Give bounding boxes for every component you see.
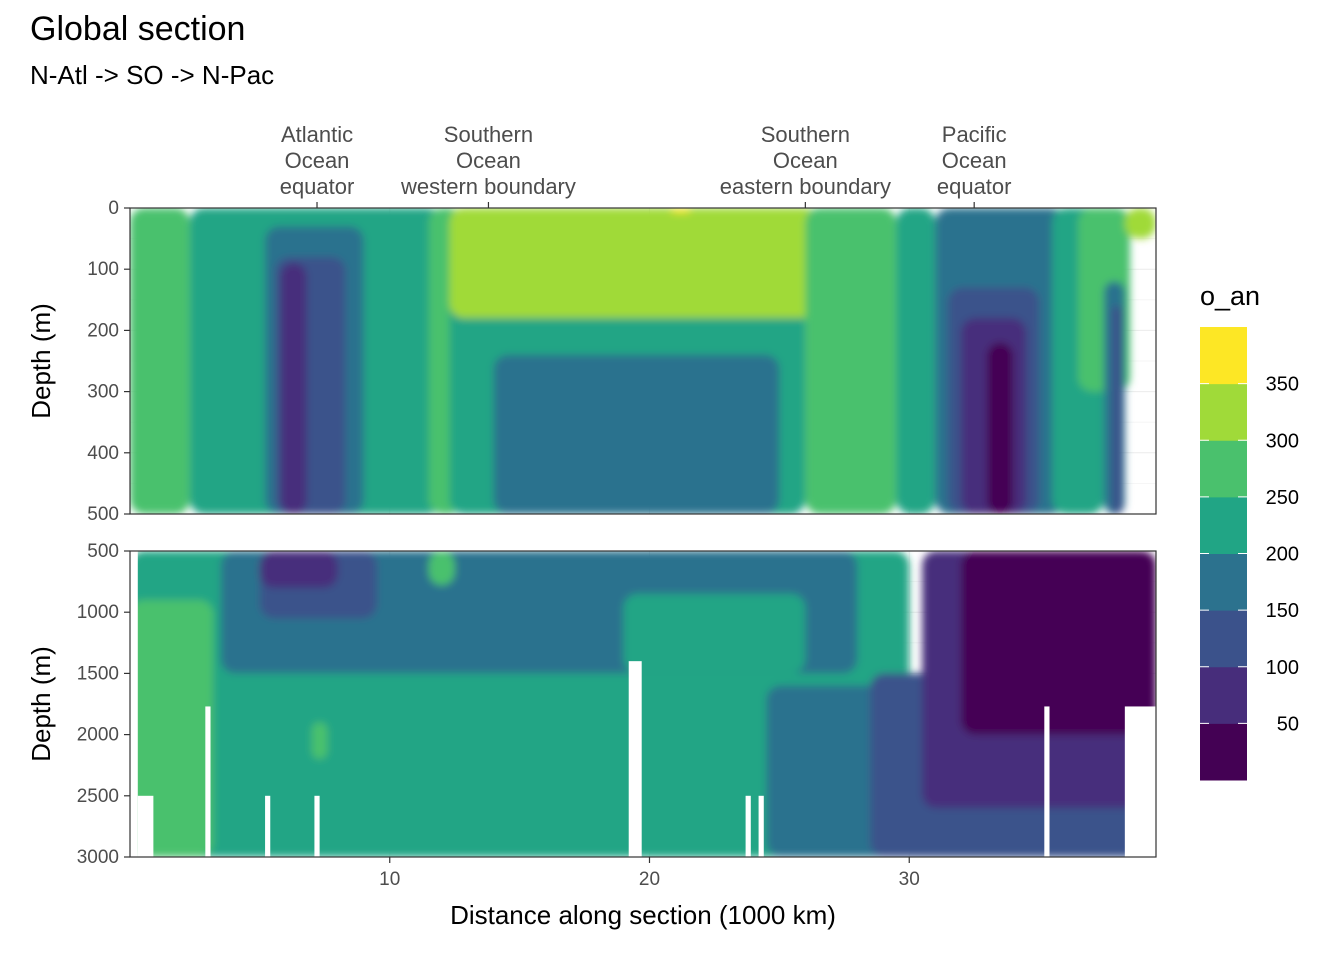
legend-swatch-100-150 bbox=[1200, 610, 1247, 668]
panel-upper: 0 100 200 300 400 500 bbox=[87, 198, 1157, 525]
no-data-area bbox=[1044, 706, 1050, 857]
legend-swatch-300-350 bbox=[1200, 383, 1247, 441]
no-data-area bbox=[205, 706, 211, 857]
x-tick-label: 20 bbox=[639, 869, 660, 890]
contour-layer bbox=[130, 208, 1156, 514]
legend-swatch-250-300 bbox=[1200, 440, 1247, 498]
y-tick-label: 1500 bbox=[77, 663, 119, 684]
section-label-line: Ocean bbox=[773, 148, 838, 173]
contour-band-250 bbox=[805, 208, 897, 514]
legend-swatch-350-400 bbox=[1200, 327, 1247, 385]
contour-band-300 bbox=[1124, 208, 1156, 239]
panel-upper-contours bbox=[130, 208, 1156, 514]
contour-band-150 bbox=[493, 354, 780, 514]
section-label-line: Pacific bbox=[942, 122, 1007, 147]
contour-band-200 bbox=[896, 208, 936, 514]
section-label-line: eastern boundary bbox=[720, 174, 891, 199]
contour-band-50 bbox=[280, 263, 307, 514]
legend-swatch-200-250 bbox=[1200, 496, 1247, 554]
y-tick-label: 400 bbox=[87, 443, 119, 464]
legend-swatch-50-100 bbox=[1200, 666, 1247, 724]
panel-upper-border bbox=[129, 207, 1157, 515]
contour-band-300 bbox=[449, 208, 819, 319]
contour-band-100 bbox=[1111, 305, 1123, 514]
x-axis-title: Distance along section (1000 km) bbox=[450, 900, 836, 930]
legend-swatch-150-200 bbox=[1200, 553, 1247, 611]
no-data-area bbox=[628, 661, 642, 857]
legend-tick-label: 100 bbox=[1266, 657, 1299, 679]
contour-band-350 bbox=[670, 208, 692, 213]
no-data-area bbox=[1124, 706, 1156, 857]
panel-lower-y-axis: 500 1000 1500 2000 2500 3000 bbox=[77, 541, 130, 868]
panel-lower-contours bbox=[130, 551, 1156, 857]
no-data-area bbox=[758, 795, 764, 857]
legend-tick-label: 250 bbox=[1266, 487, 1299, 509]
legend: o_an 50 100 150 200 250 300 350 bbox=[1200, 281, 1299, 781]
section-label-line: Southern bbox=[761, 122, 850, 147]
chart-title: Global section bbox=[30, 10, 245, 48]
chart-subtitle: N-Atl -> SO -> N-Pac bbox=[30, 60, 274, 90]
panel-lower: 500 1000 1500 2000 2500 3000 bbox=[77, 541, 1157, 868]
no-data-area bbox=[137, 795, 154, 857]
contour-layer bbox=[130, 551, 1156, 857]
section-label-line: equator bbox=[280, 174, 355, 199]
y-tick-label: 300 bbox=[87, 382, 119, 403]
section-label-line: Ocean bbox=[456, 148, 521, 173]
contour-band-250 bbox=[428, 551, 455, 586]
legend-tick-label: 150 bbox=[1266, 600, 1299, 622]
y-axis-title-lower: Depth (m) bbox=[26, 646, 56, 762]
x-axis: 10 20 30 bbox=[379, 857, 920, 890]
section-label-line: Ocean bbox=[942, 148, 1007, 173]
panel-lower-border bbox=[129, 550, 1157, 858]
legend-ticks: 50 100 150 200 250 300 350 bbox=[1200, 374, 1299, 735]
no-data-area bbox=[265, 795, 271, 857]
y-tick-label: 500 bbox=[87, 504, 119, 525]
legend-tick-label: 200 bbox=[1266, 544, 1299, 566]
no-data-area bbox=[314, 795, 320, 857]
contour-band-0 bbox=[987, 342, 1014, 514]
no-data-area bbox=[745, 795, 751, 857]
section-label-line: western boundary bbox=[400, 174, 576, 199]
y-tick-label: 0 bbox=[108, 198, 119, 219]
panel-upper-y-axis: 0 100 200 300 400 500 bbox=[87, 198, 130, 525]
y-axis-title-upper: Depth (m) bbox=[26, 303, 56, 419]
y-tick-label: 200 bbox=[87, 320, 119, 341]
y-tick-label: 2000 bbox=[77, 725, 119, 746]
x-tick-label: 10 bbox=[379, 869, 400, 890]
y-tick-label: 100 bbox=[87, 259, 119, 280]
legend-tick-label: 350 bbox=[1266, 374, 1299, 396]
y-tick-label: 3000 bbox=[77, 847, 119, 868]
y-tick-label: 500 bbox=[87, 541, 119, 562]
section-label-line: equator bbox=[937, 174, 1012, 199]
contour-band-50 bbox=[259, 551, 338, 588]
contour-band-250 bbox=[130, 599, 214, 857]
legend-tick-label: 50 bbox=[1277, 713, 1299, 735]
no-data-area bbox=[130, 551, 138, 857]
section-label-line: Atlantic bbox=[281, 122, 353, 147]
contour-band-250 bbox=[130, 208, 190, 514]
contour-band-200 bbox=[623, 593, 806, 674]
panel-lower-no-data bbox=[130, 551, 1156, 857]
contour-band-250 bbox=[311, 722, 328, 760]
y-tick-label: 1000 bbox=[77, 602, 119, 623]
legend-swatch-0-50 bbox=[1200, 723, 1247, 781]
legend-colorbar bbox=[1200, 327, 1247, 781]
section-labels: AtlanticOceanequatorSouthernOceanwestern… bbox=[280, 122, 1012, 208]
x-tick-label: 30 bbox=[899, 869, 920, 890]
y-tick-label: 2500 bbox=[77, 786, 119, 807]
legend-title: o_an bbox=[1200, 281, 1260, 311]
section-label-line: Ocean bbox=[285, 148, 350, 173]
section-label-line: Southern bbox=[444, 122, 533, 147]
contour-band-0 bbox=[961, 551, 1156, 735]
legend-tick-label: 300 bbox=[1266, 430, 1299, 452]
